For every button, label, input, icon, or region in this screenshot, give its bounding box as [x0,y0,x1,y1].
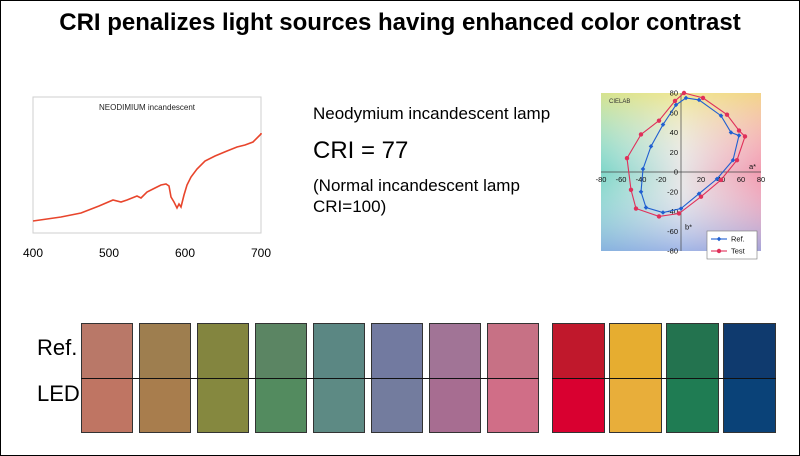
cielab-legend [706,230,758,260]
cielab-test-point [633,206,639,211]
cielab-chart: CIELAB-80-60-40-2020406080806040200-20-4… [596,89,765,260]
group1-led-swatch [255,378,307,433]
cielab-y-tick: 0 [674,168,678,177]
cielab-test-point [656,118,662,123]
group2-led-swatch [609,378,662,433]
group1-led-swatch [429,378,481,433]
cielab-title: CIELAB [609,99,630,105]
cri-note: (Normal incandescent lamp CRI=100) [313,176,520,216]
cielab-test-point [624,155,630,161]
cielab-y-tick: -20 [667,187,678,196]
cielab-test-point [628,187,634,192]
cielab-y-tick: 40 [670,128,678,137]
group2-led-swatch [723,378,776,433]
lamp-name: Neodymium incandescent lamp [313,104,551,123]
cri-value: CRI = 77 [313,137,409,164]
cielab-x-tick: 80 [757,175,765,184]
group1-ref-swatch [81,323,133,378]
cielab-x-tick: -20 [656,175,667,184]
group1-ref-swatch [429,323,481,378]
cielab-xlabel: a* [749,162,756,171]
group1-ref-swatch [371,323,423,378]
cielab-legend-label: Ref. [731,235,745,244]
group2-ref-swatch [723,323,776,378]
group2-led-swatch [666,378,719,433]
cielab-test-point [638,132,644,137]
lamp-info: Neodymium incandescent lamp CRI = 77 (No… [313,103,553,217]
cielab-x-tick: -80 [596,175,607,184]
cielab-x-tick: -40 [636,175,647,184]
spectrum-tick-500: 500 [99,246,119,260]
spectrum-title: NEODIMIUM incandescent [99,103,196,112]
cielab-legend-marker [716,248,722,254]
cielab-test-point [742,134,748,139]
cielab-ylabel: b* [685,222,692,231]
spectrum-frame [32,96,262,234]
group1-ref-swatch [139,323,191,378]
row-label-ref: Ref. [37,335,78,360]
group1-led-swatch [371,378,423,433]
cielab-test-point [718,177,724,183]
group1-row-divider [81,378,539,379]
cielab-y-tick: 60 [670,108,678,117]
group2-ref-swatch [666,323,719,378]
group2-ref-swatch [552,323,605,378]
group1-ref-swatch [255,323,307,378]
cielab-legend-label: Test [731,247,746,256]
cielab-x-tick: -60 [616,175,627,184]
cielab-x-tick: 60 [737,175,745,184]
group1-led-swatch [81,378,133,433]
group2-row-divider [552,378,776,379]
cielab-y-tick: -40 [667,207,678,216]
spectrum-curve [32,133,262,222]
spectrum-plot: NEODIMIUM incandescent 400 500 600 700 [23,96,271,260]
group1-led-swatch [487,378,539,433]
slide-title: CRI penalizes light sources having enhan… [59,9,741,36]
cielab-test-point [700,95,706,101]
spectrum-tick-600: 600 [175,246,195,260]
cielab-x-tick: 20 [697,175,705,184]
group2-led-swatch [552,378,605,433]
spectrum-tick-400: 400 [23,246,43,260]
cielab-y-tick: -60 [667,227,678,236]
cielab-test-point [676,211,682,216]
cielab-y-tick: 80 [670,89,678,98]
group1-ref-swatch [487,323,539,378]
cielab-test-point [656,214,662,219]
spectrum-tick-700: 700 [251,246,271,260]
group1-ref-swatch [197,323,249,378]
cielab-test-point [672,98,678,104]
cielab-y-tick: -80 [667,247,678,256]
cielab-test-point [698,194,704,199]
cielab-test-point [736,128,742,133]
group2-ref-swatch [609,323,662,378]
cielab-test-point [724,112,730,117]
cielab-test-point [734,157,740,163]
group1-ref-swatch [313,323,365,378]
group1-led-swatch [313,378,365,433]
cielab-test-point [681,90,687,96]
group1-led-swatch [139,378,191,433]
cielab-y-tick: 20 [670,148,678,157]
group1-led-swatch [197,378,249,433]
row-label-led: LED [37,381,80,406]
